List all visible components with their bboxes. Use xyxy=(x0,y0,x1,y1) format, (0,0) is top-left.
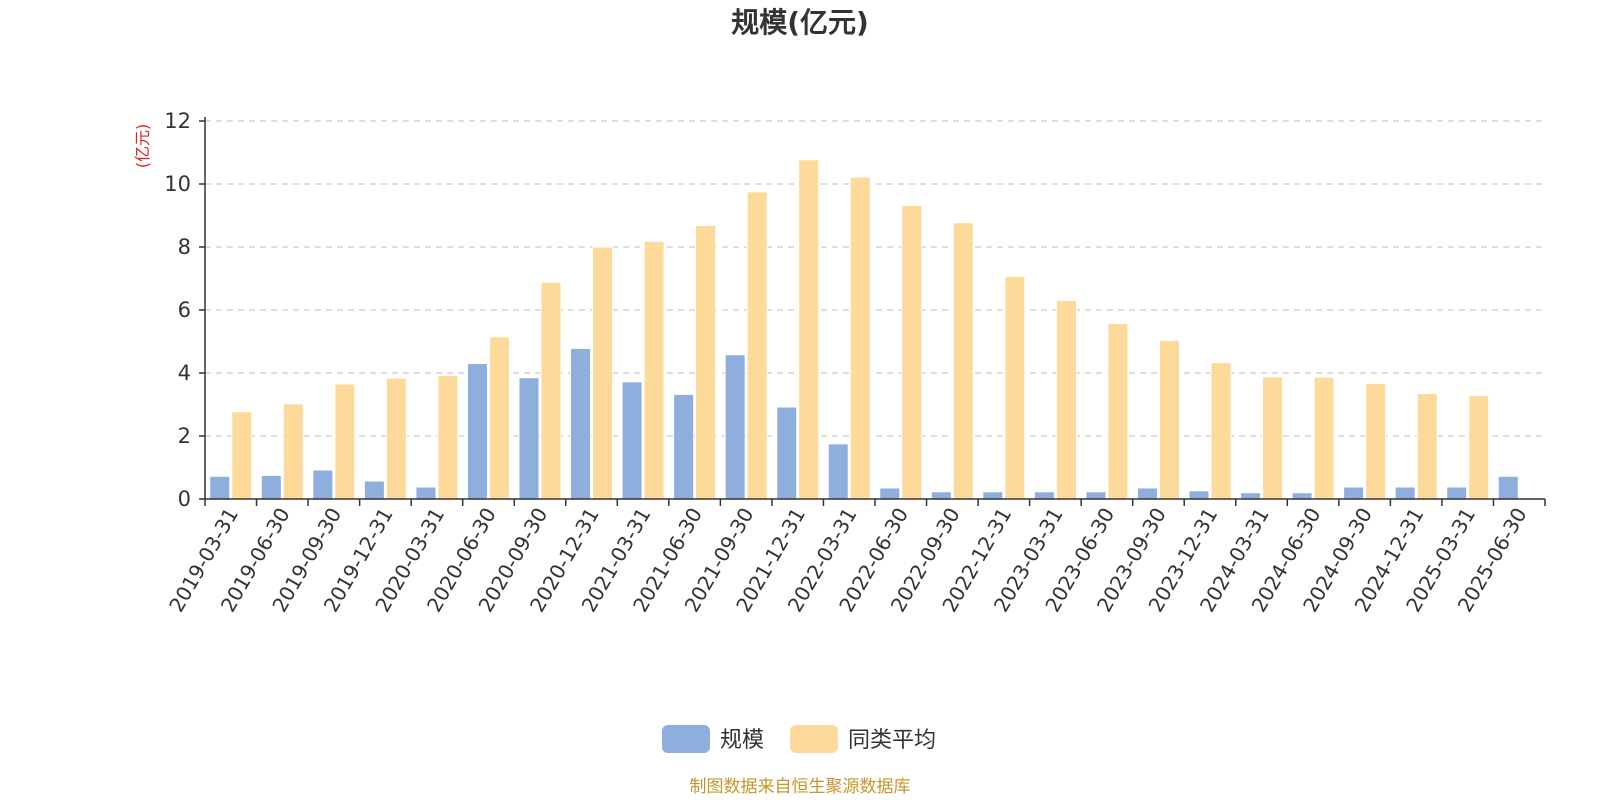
bars-group xyxy=(209,159,1519,500)
bar-category-average[interactable] xyxy=(385,377,407,500)
axes xyxy=(204,117,1546,506)
bar-scale[interactable] xyxy=(312,469,334,500)
bar-category-average[interactable] xyxy=(437,375,459,500)
legend-label[interactable]: 规模 xyxy=(720,728,764,753)
bar-scale[interactable] xyxy=(518,377,540,500)
bar-category-average[interactable] xyxy=(1004,275,1026,500)
bar-scale[interactable] xyxy=(1497,475,1519,500)
y-tick-label: 10 xyxy=(164,172,191,196)
y-tick-label: 2 xyxy=(178,424,191,448)
legend: 规模 同类平均 xyxy=(662,725,936,753)
bar-scale[interactable] xyxy=(673,393,695,500)
bar-scale[interactable] xyxy=(415,486,437,500)
x-axis-labels: 2019-03-312019-06-302019-09-302019-12-31… xyxy=(164,504,1531,617)
legend-label[interactable]: 同类平均 xyxy=(848,728,936,753)
y-tick-label: 8 xyxy=(178,235,191,259)
bar-scale[interactable] xyxy=(621,381,643,500)
y-tick-label: 4 xyxy=(178,361,191,385)
bar-category-average[interactable] xyxy=(1313,376,1335,500)
y-axis-ticks: 0 2 4 6 8 10 12 xyxy=(164,109,205,511)
bar-category-average[interactable] xyxy=(592,246,614,500)
bar-scale[interactable] xyxy=(1085,491,1107,500)
bar-scale[interactable] xyxy=(930,491,952,500)
bar-category-average[interactable] xyxy=(1262,376,1284,500)
bar-scale[interactable] xyxy=(1188,490,1210,500)
bar-category-average[interactable] xyxy=(798,159,820,500)
bar-category-average[interactable] xyxy=(849,176,871,500)
bar-scale[interactable] xyxy=(879,487,901,500)
bar-category-average[interactable] xyxy=(1468,395,1490,500)
bar-category-average[interactable] xyxy=(1365,382,1387,500)
bar-scale[interactable] xyxy=(982,491,1004,500)
bar-category-average[interactable] xyxy=(1210,362,1232,500)
bar-category-average[interactable] xyxy=(231,411,253,500)
bar-category-average[interactable] xyxy=(334,383,356,500)
bar-scale[interactable] xyxy=(209,475,231,500)
bar-scale[interactable] xyxy=(466,363,488,500)
bar-scale[interactable] xyxy=(1136,487,1158,500)
bar-category-average[interactable] xyxy=(952,222,974,500)
bar-category-average[interactable] xyxy=(540,281,562,500)
bar-scale[interactable] xyxy=(570,347,592,500)
bar-scale[interactable] xyxy=(1033,491,1055,500)
bar-scale[interactable] xyxy=(1343,486,1365,500)
bar-category-average[interactable] xyxy=(901,204,923,500)
y-tick-label: 0 xyxy=(178,487,191,511)
bar-scale[interactable] xyxy=(827,443,849,500)
bar-category-average[interactable] xyxy=(1055,300,1077,500)
bar-category-average[interactable] xyxy=(488,336,510,500)
bar-category-average[interactable] xyxy=(643,240,665,500)
y-tick-label: 6 xyxy=(178,298,191,322)
data-source-note: 制图数据来自恒生聚源数据库 xyxy=(690,777,911,797)
bar-category-average[interactable] xyxy=(1107,323,1129,500)
bar-category-average[interactable] xyxy=(746,191,768,500)
bar-category-average[interactable] xyxy=(282,403,304,500)
bar-scale[interactable] xyxy=(724,354,746,500)
legend-swatch[interactable] xyxy=(790,725,838,753)
bar-scale[interactable] xyxy=(1394,486,1416,500)
chart-title: 规模(亿元) xyxy=(731,6,869,39)
bar-scale[interactable] xyxy=(1291,492,1313,500)
bar-scale[interactable] xyxy=(260,474,282,500)
bar-category-average[interactable] xyxy=(695,225,717,500)
bar-scale[interactable] xyxy=(1240,492,1262,500)
bar-category-average[interactable] xyxy=(1416,392,1438,500)
y-tick-label: 12 xyxy=(164,109,191,133)
bar-scale[interactable] xyxy=(1446,486,1468,500)
bar-category-average[interactable] xyxy=(1158,339,1180,500)
bar-scale[interactable] xyxy=(363,480,385,500)
bar-scale[interactable] xyxy=(776,406,798,500)
y-axis-unit-label: (亿元) xyxy=(133,124,152,169)
legend-swatch[interactable] xyxy=(662,725,710,753)
